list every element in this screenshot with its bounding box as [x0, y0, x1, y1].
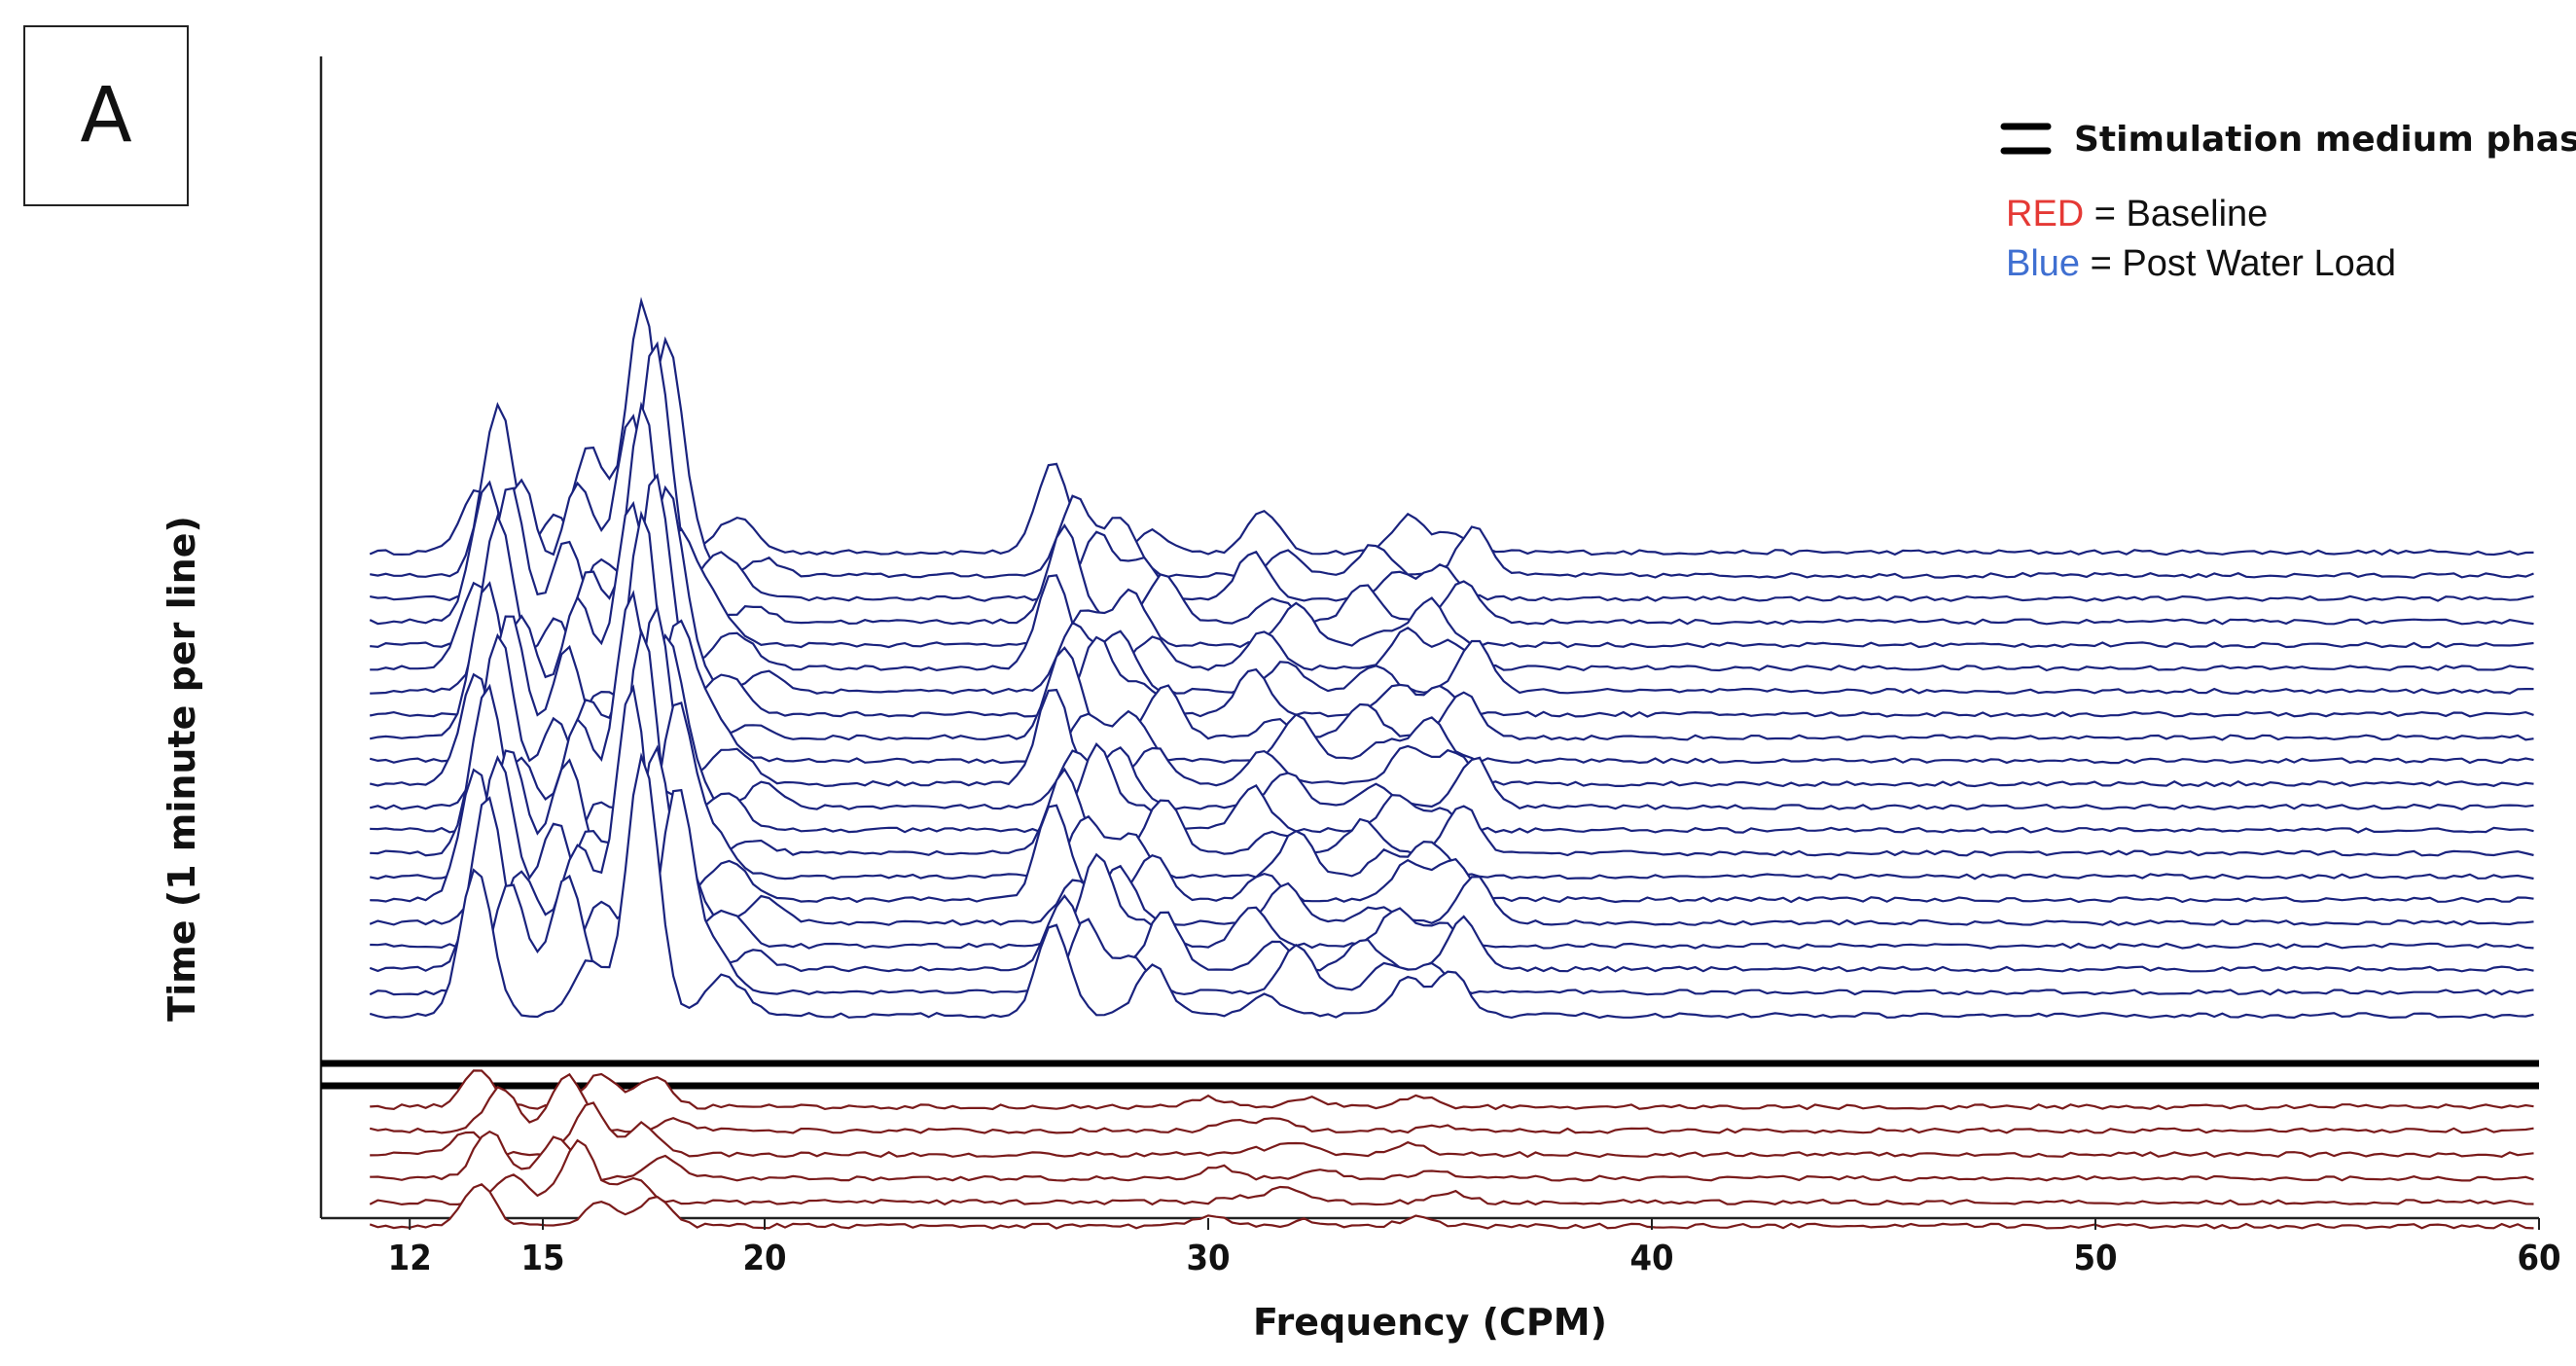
legend-baseline: RED = Baseline	[2006, 194, 2268, 234]
legend-red-rest: = Baseline	[2084, 194, 2268, 234]
x-tick-label: 20	[742, 1239, 786, 1278]
trace-line	[369, 500, 2534, 718]
trace-line	[369, 1183, 2534, 1230]
panel-label-box: A	[23, 25, 189, 206]
legend-blue-rest: = Post Water Load	[2080, 243, 2396, 284]
x-tick-label: 15	[520, 1239, 564, 1278]
legend-blue-word: Blue	[2006, 243, 2080, 284]
x-tick-label: 30	[1186, 1239, 1230, 1278]
legend-red-word: RED	[2006, 194, 2084, 234]
legend: Stimulation medium phase RED = Baseline …	[2000, 120, 2576, 284]
x-tick-label: 50	[2073, 1239, 2117, 1278]
x-tick-label: 40	[1629, 1239, 1673, 1278]
x-tick-label: 12	[388, 1239, 432, 1278]
panel-label: A	[80, 72, 132, 160]
y-axis-title: Time (1 minute per line)	[161, 516, 203, 1022]
trace-line	[370, 684, 2534, 950]
x-axis-ticks: 12 15 20 30 40 50 60	[388, 1218, 2561, 1278]
legend-post-water: Blue = Post Water Load	[2006, 243, 2396, 284]
x-axis-title: Frequency (CPM)	[1253, 1301, 1607, 1344]
trace-line	[369, 1138, 2534, 1206]
trace-line	[370, 1069, 2534, 1111]
trace-lines	[321, 297, 2539, 1230]
x-tick-label: 60	[2517, 1239, 2560, 1278]
trace-line	[369, 752, 2534, 1020]
legend-phase-label: Stimulation medium phase	[2074, 120, 2576, 160]
